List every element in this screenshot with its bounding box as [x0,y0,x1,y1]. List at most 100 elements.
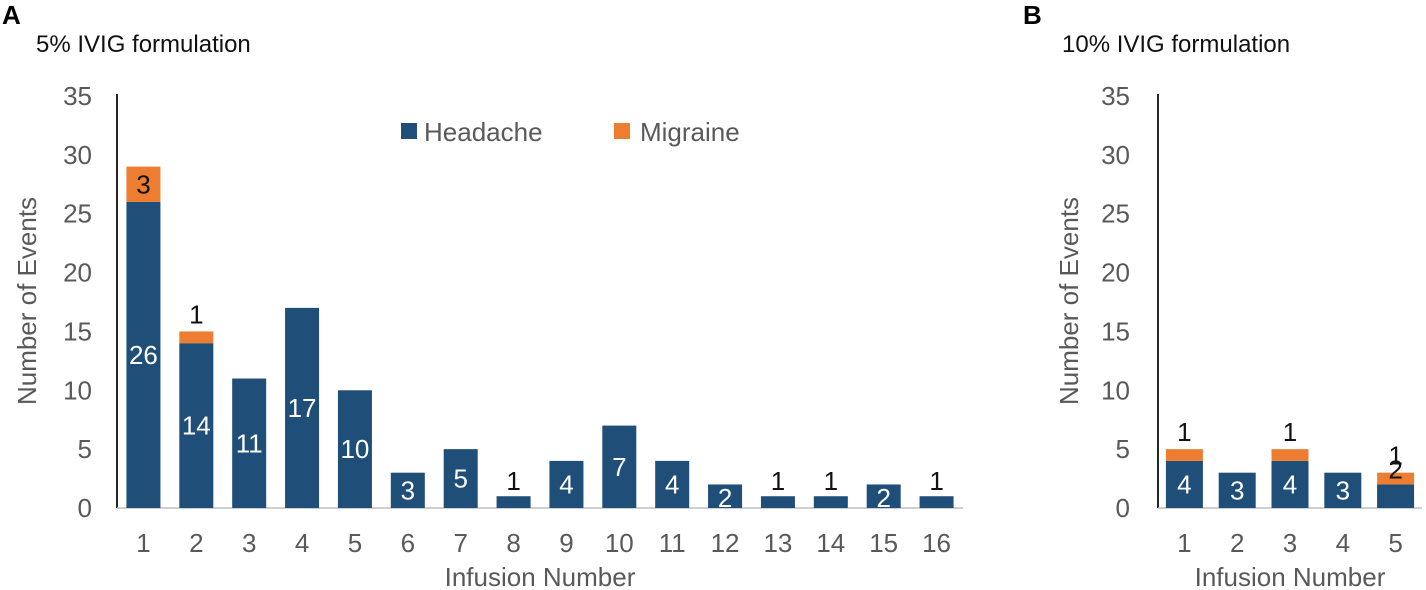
panel-a-migraine-data-label: 3 [136,169,150,199]
panel-a-headache-data-label: 17 [288,393,317,423]
panel-a-bar-headache [496,496,531,508]
panel-b-headache-data-label: 4 [1283,469,1297,499]
legend-headache-swatch [401,123,417,139]
panel-a-migraine-data-label: 1 [189,299,203,329]
panel-b-bar-headache [1218,472,1256,508]
panel-a-x-tick-label: 16 [922,528,951,558]
panel-a-x-tick-label: 12 [711,528,740,558]
panel-a-bar-headache [708,484,743,508]
panel-a-headache-data-label: 7 [612,452,626,482]
panel-a-headache-data-label: 1 [929,466,943,496]
panel-b-x-tick-label: 4 [1336,528,1350,558]
legend-migraine-label: Migraine [640,117,740,147]
panel-b-y-axis-title: Number of Events [1054,197,1084,405]
panel-b-migraine-data-label: 1 [1177,417,1191,447]
panel-b-bar-migraine [1377,472,1415,485]
panel-b-bar-migraine [1165,449,1203,461]
panel-a-bar-headache [285,307,320,508]
panel-a-bar-headache [443,449,478,508]
panel-a-x-tick-label: 2 [189,528,203,558]
panel-a-y-tick-label: 0 [78,493,92,523]
panel-a-bar-migraine [126,166,161,202]
panel-a-plot: 0510152025303526311412113174105365718497… [63,81,963,558]
panel-a-bar-migraine [179,331,214,344]
panel-b-headache-data-label: 3 [1230,475,1244,505]
panel-a-headache-data-label: 1 [824,466,838,496]
panel-a-x-tick-label: 10 [605,528,634,558]
panel-b-x-tick-label: 5 [1388,528,1402,558]
panel-b-bar-migraine [1271,449,1309,461]
panel-a-bar-headache [655,460,690,508]
panel-b-y-tick-label: 15 [1101,316,1130,346]
legend-headache-label: Headache [424,117,543,147]
panel-b-y-tick-label: 5 [1116,434,1130,464]
panel-a-headache-data-label: 11 [236,428,263,458]
panel-a-bar-headache [760,496,795,508]
panel-b-letter: B [1023,0,1042,30]
panel-a-y-tick-label: 15 [63,316,92,346]
panel-a-bar-headache [179,343,214,508]
panel-b-y-tick-label: 20 [1101,258,1130,288]
panel-b-y-tick-label: 10 [1101,375,1130,405]
panel-a-x-tick-label: 7 [453,528,467,558]
panel-b-headache-data-label: 2 [1388,454,1402,484]
panel-b-x-axis-title: Infusion Number [1195,562,1386,590]
panel-a-x-tick-label: 5 [348,528,362,558]
panel-a-headache-data-label: 14 [182,411,211,441]
panel-b-x-tick-label: 1 [1177,528,1191,558]
panel-b-y-tick-label: 30 [1101,140,1130,170]
panel-b-y-tick-label: 25 [1101,199,1130,229]
panel-a-letter: A [2,0,21,30]
panel-a-headache-data-label: 1 [771,466,785,496]
panel-b-bar-headache [1324,472,1362,508]
panel-a-x-tick-label: 8 [506,528,520,558]
panel-b-bar-headache [1165,460,1203,508]
panel-b-migraine-data-label: 1 [1283,417,1297,447]
panel-a-bar-headache [602,425,637,508]
panel-a-x-tick-label: 1 [136,528,150,558]
panel-a-y-tick-label: 20 [63,258,92,288]
panel-a-bar-headache [549,460,584,508]
panel-a-bar-headache [232,378,267,508]
panel-a-bar-headache [390,472,425,508]
panel-a-x-tick-label: 11 [659,528,686,558]
panel-a-headache-data-label: 3 [401,475,415,505]
panel-a-headache-data-label: 2 [876,483,890,513]
legend-migraine-swatch [614,123,630,139]
panel-a-headache-data-label: 10 [340,434,369,464]
panel-a-x-tick-label: 3 [242,528,256,558]
panel-b-migraine-data-label: 1 [1388,441,1402,471]
panel-a-headache-data-label: 1 [506,466,520,496]
panel-a-headache-data-label: 4 [665,469,679,499]
panel-a-headache-data-label: 4 [559,469,573,499]
panel-a-y-tick-label: 10 [63,375,92,405]
panel-a-headache-data-label: 26 [129,340,158,370]
panel-a-bar-headache [813,496,848,508]
panel-a-bar-headache [337,390,372,508]
panel-a-x-tick-label: 13 [763,528,792,558]
panel-a-x-tick-label: 14 [816,528,845,558]
panel-a-y-tick-label: 30 [63,140,92,170]
panel-b-y-tick-label: 35 [1101,81,1130,111]
panel-a-bar-headache [919,496,954,508]
panel-a-bar-headache [126,201,161,508]
panel-a-y-tick-label: 5 [78,434,92,464]
panel-b-title: 10% IVIG formulation [1062,31,1290,58]
panel-a-bar-headache [866,484,901,508]
panel-a-x-axis-title: Infusion Number [445,562,636,590]
panel-a-title: 5% IVIG formulation [36,31,251,58]
panel-b-x-tick-label: 2 [1230,528,1244,558]
panel-b-headache-data-label: 3 [1336,475,1350,505]
panel-a-x-tick-label: 15 [869,528,898,558]
panel-b-bar-headache [1271,460,1309,508]
panel-b-bar-headache [1377,484,1415,508]
panel-a-x-tick-label: 4 [295,528,309,558]
panel-a-headache-data-label: 2 [718,483,732,513]
panel-a-y-axis-title: Number of Events [12,197,42,405]
panel-b-y-tick-label: 0 [1116,493,1130,523]
panel-b-x-tick-label: 3 [1283,528,1297,558]
panel-a-headache-data-label: 5 [453,464,467,494]
panel-a-x-tick-label: 6 [401,528,415,558]
